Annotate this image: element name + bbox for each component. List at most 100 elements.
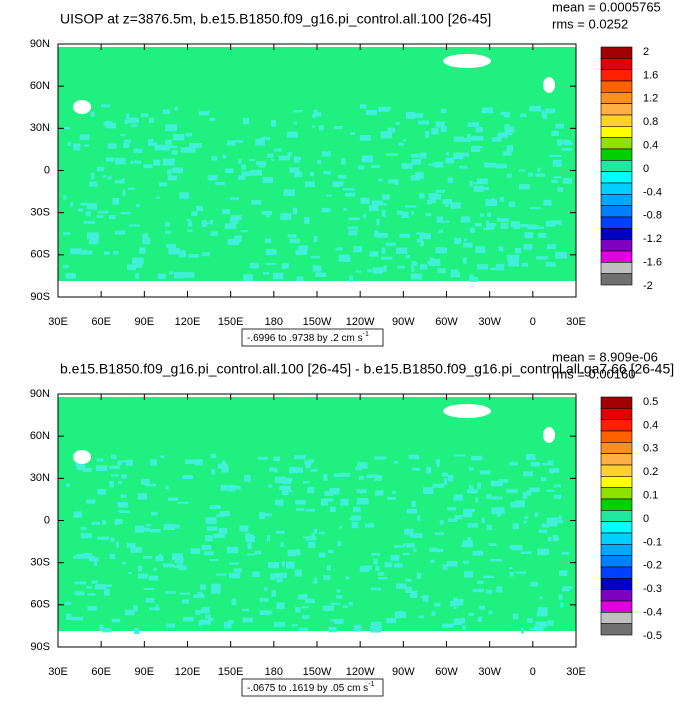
anomaly-patch xyxy=(436,463,440,467)
colorbar-box xyxy=(600,92,633,104)
anomaly-patch xyxy=(274,148,282,152)
anomaly-patch xyxy=(415,171,424,179)
anomaly-patch xyxy=(88,241,94,245)
anomaly-patch xyxy=(468,612,474,617)
anomaly-patch xyxy=(469,276,478,282)
anomaly-patch xyxy=(201,544,212,550)
anomaly-patch xyxy=(405,254,411,259)
anomaly-patch xyxy=(369,251,379,257)
anomaly-patch xyxy=(554,519,563,524)
anomaly-patch xyxy=(156,196,161,199)
anomaly-patch xyxy=(179,192,190,199)
anomaly-patch xyxy=(145,529,152,532)
anomaly-patch xyxy=(450,202,461,209)
anomaly-patch xyxy=(390,554,400,561)
anomaly-patch xyxy=(143,587,154,591)
anomaly-patch xyxy=(404,205,417,208)
colorbar-box xyxy=(600,250,633,263)
anomaly-patch xyxy=(401,211,409,218)
anomaly-patch xyxy=(512,523,519,530)
anomaly-patch xyxy=(304,181,315,188)
anomaly-patch xyxy=(348,230,358,236)
anomaly-patch xyxy=(275,530,285,534)
anomaly-patch xyxy=(561,147,573,151)
lon-label: 60E xyxy=(91,666,111,678)
anomaly-patch xyxy=(405,578,412,582)
anomaly-patch xyxy=(137,493,147,500)
anomaly-patch xyxy=(523,520,527,524)
anomaly-patch xyxy=(124,119,129,125)
anomaly-patch xyxy=(342,188,355,191)
anomaly-patch xyxy=(557,187,564,193)
anomaly-patch xyxy=(292,207,298,215)
anomaly-patch xyxy=(86,586,93,589)
anomaly-patch xyxy=(547,244,557,250)
anomaly-patch xyxy=(356,489,367,494)
colorbar-label: 0.4 xyxy=(643,419,658,431)
anomaly-patch xyxy=(130,160,134,164)
anomaly-patch xyxy=(329,487,340,495)
anomaly-patch xyxy=(428,163,440,166)
anomaly-patch xyxy=(89,181,98,187)
colorbar-label: -0.4 xyxy=(643,186,662,198)
anomaly-patch xyxy=(71,616,84,621)
range-note-box xyxy=(241,328,384,347)
anomaly-patch xyxy=(528,107,541,111)
anomaly-patch xyxy=(381,256,393,260)
lat-label: 30S xyxy=(30,557,50,569)
anomaly-patch xyxy=(372,267,384,274)
anomaly-patch xyxy=(174,557,184,564)
anomaly-patch xyxy=(287,549,296,557)
anomaly-patch xyxy=(124,139,132,143)
anomaly-patch xyxy=(215,181,225,186)
anomaly-patch xyxy=(63,195,67,200)
anomaly-patch xyxy=(211,155,218,161)
anomaly-patch xyxy=(386,617,397,624)
colorbar-label: -0.5 xyxy=(643,630,662,642)
anomaly-patch xyxy=(296,276,304,282)
anomaly-patch xyxy=(406,543,415,548)
anomaly-patch xyxy=(222,154,227,159)
anomaly-patch xyxy=(96,166,105,172)
anomaly-patch xyxy=(209,219,214,225)
anomaly-patch xyxy=(196,142,202,148)
anomaly-patch xyxy=(117,460,129,463)
anomaly-patch xyxy=(486,494,492,499)
anomaly-patch xyxy=(309,171,315,177)
anomaly-patch xyxy=(504,128,513,135)
anomaly-patch xyxy=(137,565,143,572)
anomaly-patch xyxy=(318,531,325,535)
anomaly-patch xyxy=(132,257,144,265)
anomaly-patch xyxy=(555,251,560,259)
anomaly-patch xyxy=(411,265,415,273)
anomaly-patch xyxy=(366,474,378,478)
lon-label: 90W xyxy=(392,666,415,678)
anomaly-patch xyxy=(386,153,398,156)
anomaly-patch xyxy=(491,137,502,142)
range-note-superscript: -1 xyxy=(363,331,369,338)
anomaly-patch xyxy=(428,193,438,199)
anomaly-patch xyxy=(355,270,362,273)
colorbar-label: -0.2 xyxy=(643,560,662,572)
stat-text: mean = 8.909e-06 xyxy=(552,349,658,364)
anomaly-patch xyxy=(508,201,513,206)
anomaly-patch xyxy=(174,106,179,111)
anomaly-patch xyxy=(207,617,214,621)
panel-title: UISOP at z=3876.5m, b.e15.B1850.f09_g16.… xyxy=(60,11,491,27)
anomaly-patch xyxy=(401,163,413,169)
colorbar-label: 0.8 xyxy=(643,116,658,128)
anomaly-patch xyxy=(426,467,432,474)
anomaly-patch xyxy=(183,616,194,622)
anomaly-patch xyxy=(205,517,217,524)
anomaly-patch xyxy=(474,223,482,227)
anomaly-patch xyxy=(178,565,187,571)
anomaly-patch xyxy=(463,242,473,248)
anomaly-patch xyxy=(437,268,446,274)
anomaly-patch xyxy=(549,468,560,473)
anomaly-patch xyxy=(201,607,210,614)
anomaly-patch xyxy=(486,524,493,531)
lon-label: 120W xyxy=(346,316,375,328)
colorbar-box xyxy=(600,544,633,556)
anomaly-patch xyxy=(471,145,480,152)
anomaly-patch xyxy=(227,238,240,246)
